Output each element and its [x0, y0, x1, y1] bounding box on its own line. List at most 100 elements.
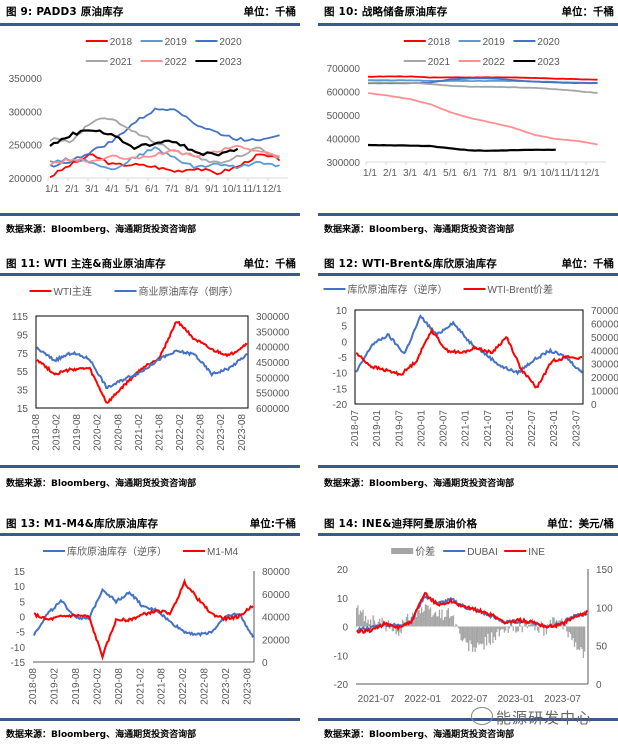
spread-bar [357, 605, 359, 627]
legend-label: M1-M4 [207, 547, 239, 558]
spread-bar [515, 626, 517, 633]
chart-unit: 单位:千桶 [249, 518, 296, 530]
spread-bar [507, 626, 509, 633]
x-tick-label: 7/1 [483, 168, 497, 179]
spread-bar [415, 616, 418, 627]
series-line-2022 [49, 144, 280, 167]
x-tick-label: 2021-08 [157, 668, 168, 705]
source-note: 数据来源：Bloomberg、海通期货投资咨询部 [6, 225, 197, 235]
y2-tick-label: 0 [262, 658, 268, 669]
series-line-2 [356, 591, 588, 635]
spread-bar [483, 626, 485, 650]
spread-bar [581, 626, 583, 650]
panel-header: 图 11: WTI 主连&商业原油库存 单位：千桶 [0, 252, 300, 274]
spread-bar [521, 626, 523, 633]
spread-bar [437, 616, 439, 627]
header-rule [318, 273, 618, 276]
y-tick-label: 250000 [9, 141, 43, 152]
x-tick-label: 1/1 [45, 184, 59, 195]
panel-header: 图 13: M1-M4&库欣原油库存 单位:千桶 [0, 512, 300, 534]
chart-m1m4: 15 10 5 0 -5 -10 -15 80000 60000 40000 20000 0 2018-… [11, 545, 291, 705]
spread-bar [401, 619, 404, 627]
spread-bar [578, 626, 581, 651]
spread-bar [446, 610, 448, 627]
x-tick-label: 2020-08 [113, 414, 124, 451]
panel-header: 图 10: 战略储备原油库存 单位：千桶 [318, 0, 618, 22]
spread-bar [429, 607, 432, 627]
legend-label: WTI-Brent价差 [488, 283, 554, 296]
spread-bar [372, 615, 374, 627]
spread-bar [363, 621, 365, 627]
spread-bar [358, 614, 360, 627]
spread-bar [456, 625, 458, 627]
y-tick-label: 200000 [9, 174, 43, 185]
x-tick-label: 2020-02 [92, 668, 103, 705]
spread-bar [502, 626, 504, 630]
spread-bar [450, 616, 452, 627]
chart-unit: 单位：千桶 [243, 6, 297, 18]
y-tick-label: -20 [333, 400, 348, 411]
spread-bar [564, 623, 567, 627]
panel-fig12: 图 12: WTI-Brent&库欣原油库存 单位：千桶 10 5 0 -5 -10 -1… [318, 252, 618, 492]
watermark: 能源研发中心 [496, 709, 593, 727]
x-tick-label: 2019-01 [372, 410, 383, 447]
y2-tick-label: 300000 [256, 312, 290, 323]
spread-bar [489, 626, 492, 645]
spread-bar [477, 626, 479, 643]
spread-bar [361, 612, 363, 627]
spread-bar [392, 626, 395, 632]
y-tick-label: 700000 [327, 64, 361, 75]
spread-bar [462, 626, 465, 640]
x-tick-label: 2019-08 [72, 414, 83, 451]
y2-tick-label: 550000 [256, 389, 290, 400]
spread-bar [377, 621, 379, 627]
y-tick-label: -15 [333, 384, 348, 395]
legend-label: 2018 [110, 37, 133, 48]
spread-bar [547, 624, 549, 627]
y-tick-label: 350000 [9, 74, 43, 85]
spread-bar [440, 618, 442, 627]
chart-wti-inventory: 115 95 75 55 35 15 300000 350000 400000 450000 500… [12, 285, 290, 451]
panel-header: 图 14: INE&迪拜阿曼原油价格 单位：美元/桶 [318, 512, 618, 534]
spread-bar [385, 626, 387, 632]
spread-bar [398, 626, 400, 636]
spread-bar [582, 626, 585, 658]
legend-label: 2018 [428, 37, 451, 48]
x-tick-label: 2021-07 [483, 410, 494, 447]
x-tick-label: 2021-07 [358, 694, 395, 705]
x-tick-label: 1/1 [363, 168, 377, 179]
spread-bar [443, 617, 446, 627]
y-tick-label: 0 [342, 623, 348, 634]
legend-label: 2022 [483, 57, 506, 68]
series-line-0 [355, 314, 583, 376]
chart-wti-brent: 10 5 0 -5 -10 -15 -20 70000 60000 50000 40000 30000… [323, 283, 618, 447]
spread-bar [455, 623, 457, 627]
spread-bar [535, 625, 537, 627]
x-tick-label: 4/1 [105, 184, 119, 195]
y-tick-label: 115 [12, 312, 28, 323]
x-tick-label: 12/1 [262, 184, 282, 195]
spread-bar [427, 605, 429, 627]
panel-header: 图 9: PADD3 原油库存 单位：千桶 [0, 0, 300, 22]
y2-tick-label: 400000 [256, 343, 290, 354]
legend-swatch [391, 548, 414, 554]
y-tick-label: 300000 [9, 107, 43, 118]
x-tick-label: 6/1 [463, 168, 477, 179]
spread-bar [549, 620, 551, 627]
spread-bar [436, 616, 438, 627]
series-line-2020 [49, 107, 280, 168]
y-tick-label: 10 [337, 594, 349, 605]
x-tick-label: 2022-08 [200, 668, 211, 705]
header-rule [0, 273, 300, 276]
spread-bar [568, 626, 571, 633]
y-tick-label: -20 [334, 680, 349, 691]
spread-bar [538, 626, 540, 633]
x-tick-label: 7/1 [165, 184, 179, 195]
spread-bar [577, 626, 579, 650]
panel-fig11: 图 11: WTI 主连&商业原油库存 单位：千桶 115 95 75 55 35 15 3… [0, 252, 300, 492]
x-tick-label: 2020-08 [114, 668, 125, 705]
source-note: 数据来源：Bloomberg、海通期货投资咨询部 [324, 730, 515, 740]
series-line-2023 [367, 143, 556, 152]
spread-bar [420, 607, 423, 627]
